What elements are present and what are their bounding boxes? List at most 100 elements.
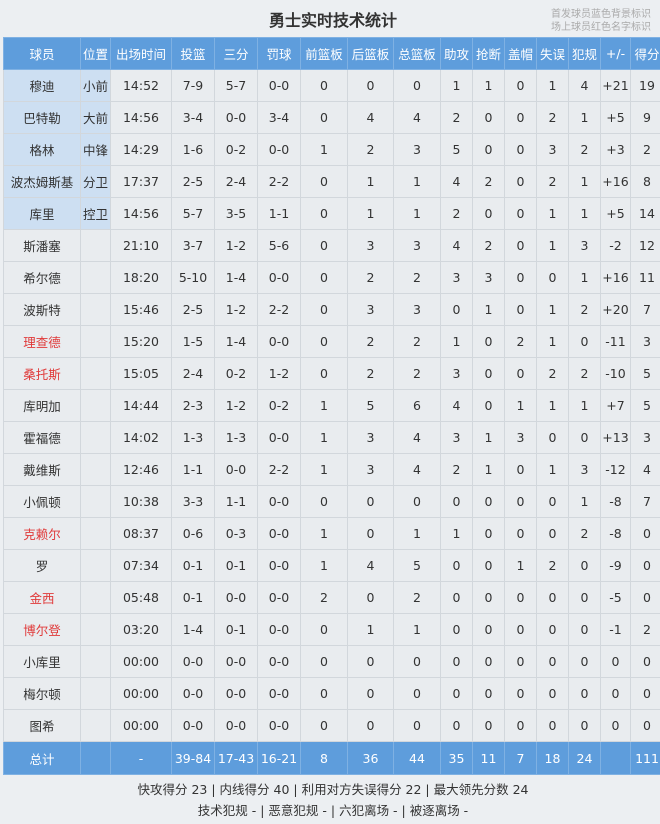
cell-plus-minus: +16 — [600, 165, 631, 198]
cell-points: 5 — [630, 389, 660, 422]
player-name[interactable]: 库明加 — [3, 389, 81, 422]
cell-defensive-rebounds: 4 — [347, 549, 394, 582]
player-name[interactable]: 桑托斯 — [3, 357, 81, 390]
cell-minutes: 17:37 — [110, 165, 172, 198]
column-header-player[interactable]: 球员 — [3, 37, 81, 70]
cell-minutes: 14:56 — [110, 101, 172, 134]
cell-position — [80, 325, 111, 358]
player-name[interactable]: 博尔登 — [3, 613, 81, 646]
cell-position — [80, 389, 111, 422]
cell-offensive-rebounds: 0 — [300, 325, 348, 358]
column-header-position[interactable]: 位置 — [80, 37, 111, 70]
player-name[interactable]: 克赖尔 — [3, 517, 81, 550]
cell-blocks: 0 — [504, 293, 537, 326]
cell-steals: 1 — [472, 69, 505, 102]
cell-assists: 0 — [440, 581, 473, 614]
cell-fouls: 3 — [568, 229, 601, 262]
table-row: 罗 07:34 0-1 0-1 0-0 1 4 5 0 0 1 2 0 -9 0 — [3, 549, 660, 582]
cell-defensive-rebounds: 0 — [347, 677, 394, 710]
table-row: 桑托斯 15:05 2-4 0-2 1-2 0 2 2 3 0 0 2 2 -10 5 — [3, 357, 660, 390]
cell-offensive-rebounds: 0 — [300, 485, 348, 518]
cell-steals: 0 — [472, 581, 505, 614]
player-name[interactable]: 罗 — [3, 549, 81, 582]
player-name[interactable]: 巴特勒 — [3, 101, 81, 134]
cell-field-goals: 1-3 — [171, 421, 215, 454]
cell-offensive-rebounds: 0 — [300, 101, 348, 134]
cell-minutes: 10:38 — [110, 485, 172, 518]
column-header-steals[interactable]: 抢断 — [472, 37, 505, 70]
player-name[interactable]: 戴维斯 — [3, 453, 81, 486]
column-header-fouls[interactable]: 犯规 — [568, 37, 601, 70]
player-name[interactable]: 金西 — [3, 581, 81, 614]
cell-three-pointers: 0-0 — [214, 677, 258, 710]
cell-defensive-rebounds: 2 — [347, 325, 394, 358]
cell-total-rebounds: 1 — [393, 165, 441, 198]
cell-minutes: 05:48 — [110, 581, 172, 614]
cell-three-pointers: 0-3 — [214, 517, 258, 550]
cell-plus-minus: 0 — [600, 645, 631, 678]
player-name[interactable]: 波杰姆斯基 — [3, 165, 81, 198]
cell-total-rebounds: 4 — [393, 101, 441, 134]
cell-offensive-rebounds: 0 — [300, 261, 348, 294]
cell-turnovers: 0 — [536, 645, 569, 678]
cell-assists: 0 — [440, 293, 473, 326]
player-name[interactable]: 斯潘塞 — [3, 229, 81, 262]
table-row: 斯潘塞 21:10 3-7 1-2 5-6 0 3 3 4 2 0 1 3 -2 12 — [3, 229, 660, 262]
cell-assists: 1 — [440, 517, 473, 550]
cell-plus-minus: +7 — [600, 389, 631, 422]
cell-blocks: 0 — [504, 197, 537, 230]
player-name[interactable]: 格林 — [3, 133, 81, 166]
cell-blocks: 1 — [504, 549, 537, 582]
cell-steals: 1 — [472, 293, 505, 326]
cell-minutes: 07:34 — [110, 549, 172, 582]
column-header-points[interactable]: 得分 — [630, 37, 660, 70]
cell-points: 7 — [630, 485, 660, 518]
column-header-minutes[interactable]: 出场时间 — [110, 37, 172, 70]
cell-defensive-rebounds: 0 — [347, 709, 394, 742]
cell-minutes: 15:46 — [110, 293, 172, 326]
table-row: 理查德 15:20 1-5 1-4 0-0 0 2 2 1 0 2 1 0 -11 3 — [3, 325, 660, 358]
cell-field-goals: 0-0 — [171, 645, 215, 678]
column-header-free-throws[interactable]: 罚球 — [257, 37, 301, 70]
cell-offensive-rebounds: 0 — [300, 293, 348, 326]
column-header-defensive-rebounds[interactable]: 后篮板 — [347, 37, 394, 70]
player-name[interactable]: 小库里 — [3, 645, 81, 678]
cell-free-throws: 0-0 — [257, 485, 301, 518]
player-name[interactable]: 霍福德 — [3, 421, 81, 454]
column-header-plus-minus[interactable]: +/- — [600, 37, 631, 70]
player-name[interactable]: 小佩顿 — [3, 485, 81, 518]
cell-position — [80, 581, 111, 614]
player-name[interactable]: 理查德 — [3, 325, 81, 358]
cell-plus-minus: +16 — [600, 261, 631, 294]
total-free-throws: 16-21 — [257, 741, 301, 775]
column-header-blocks[interactable]: 盖帽 — [504, 37, 537, 70]
player-name[interactable]: 穆迪 — [3, 69, 81, 102]
player-name[interactable]: 库里 — [3, 197, 81, 230]
column-header-turnovers[interactable]: 失误 — [536, 37, 569, 70]
column-header-total-rebounds[interactable]: 总篮板 — [393, 37, 441, 70]
player-name[interactable]: 梅尔顿 — [3, 677, 81, 710]
summary-line-fouls: 技术犯规 - | 恶意犯规 - | 六犯离场 - | 被逐离场 - — [197, 803, 469, 818]
table-row: 库明加 14:44 2-3 1-2 0-2 1 5 6 4 0 1 1 1 +7 5 — [3, 389, 660, 422]
cell-plus-minus: +5 — [600, 101, 631, 134]
cell-turnovers: 0 — [536, 677, 569, 710]
player-name[interactable]: 希尔德 — [3, 261, 81, 294]
column-header-field-goals[interactable]: 投篮 — [171, 37, 215, 70]
column-header-offensive-rebounds[interactable]: 前篮板 — [300, 37, 348, 70]
cell-defensive-rebounds: 5 — [347, 389, 394, 422]
cell-fouls: 1 — [568, 197, 601, 230]
player-name[interactable]: 波斯特 — [3, 293, 81, 326]
cell-total-rebounds: 1 — [393, 197, 441, 230]
cell-position — [80, 229, 111, 262]
cell-steals: 2 — [472, 229, 505, 262]
cell-minutes: 14:29 — [110, 133, 172, 166]
cell-position — [80, 357, 111, 390]
player-name[interactable]: 图希 — [3, 709, 81, 742]
cell-three-pointers: 1-4 — [214, 325, 258, 358]
cell-three-pointers: 1-2 — [214, 293, 258, 326]
column-header-assists[interactable]: 助攻 — [440, 37, 473, 70]
column-header-three-pointers[interactable]: 三分 — [214, 37, 258, 70]
cell-minutes: 00:00 — [110, 709, 172, 742]
cell-free-throws: 0-0 — [257, 325, 301, 358]
cell-turnovers: 1 — [536, 389, 569, 422]
